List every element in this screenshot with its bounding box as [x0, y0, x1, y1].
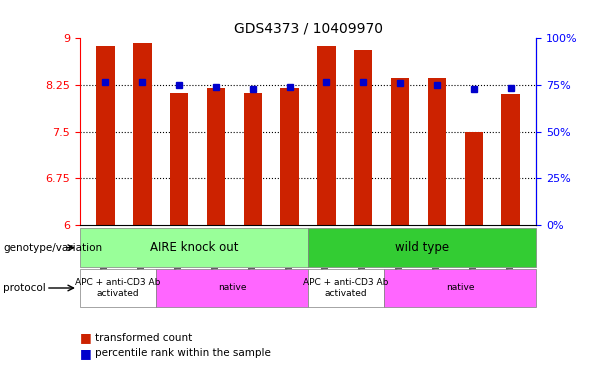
- Bar: [354, 50, 373, 225]
- Bar: [170, 93, 188, 225]
- Title: GDS4373 / 10409970: GDS4373 / 10409970: [234, 22, 383, 36]
- Bar: [280, 88, 299, 225]
- Bar: [318, 46, 336, 225]
- Text: native: native: [218, 283, 246, 293]
- Bar: [501, 94, 520, 225]
- Text: APC + anti-CD3 Ab
activated: APC + anti-CD3 Ab activated: [75, 278, 161, 298]
- Text: protocol: protocol: [3, 283, 46, 293]
- Bar: [96, 46, 115, 225]
- Text: ■: ■: [80, 347, 91, 360]
- Bar: [133, 43, 151, 225]
- Text: ■: ■: [80, 331, 91, 344]
- Text: genotype/variation: genotype/variation: [3, 243, 102, 253]
- Text: transformed count: transformed count: [95, 333, 192, 343]
- Text: percentile rank within the sample: percentile rank within the sample: [95, 348, 271, 358]
- Text: wild type: wild type: [395, 241, 449, 254]
- Text: APC + anti-CD3 Ab
activated: APC + anti-CD3 Ab activated: [303, 278, 389, 298]
- Bar: [465, 131, 483, 225]
- Bar: [207, 88, 225, 225]
- Bar: [428, 78, 446, 225]
- Text: AIRE knock out: AIRE knock out: [150, 241, 238, 254]
- Text: native: native: [446, 283, 474, 293]
- Bar: [243, 93, 262, 225]
- Bar: [391, 78, 409, 225]
